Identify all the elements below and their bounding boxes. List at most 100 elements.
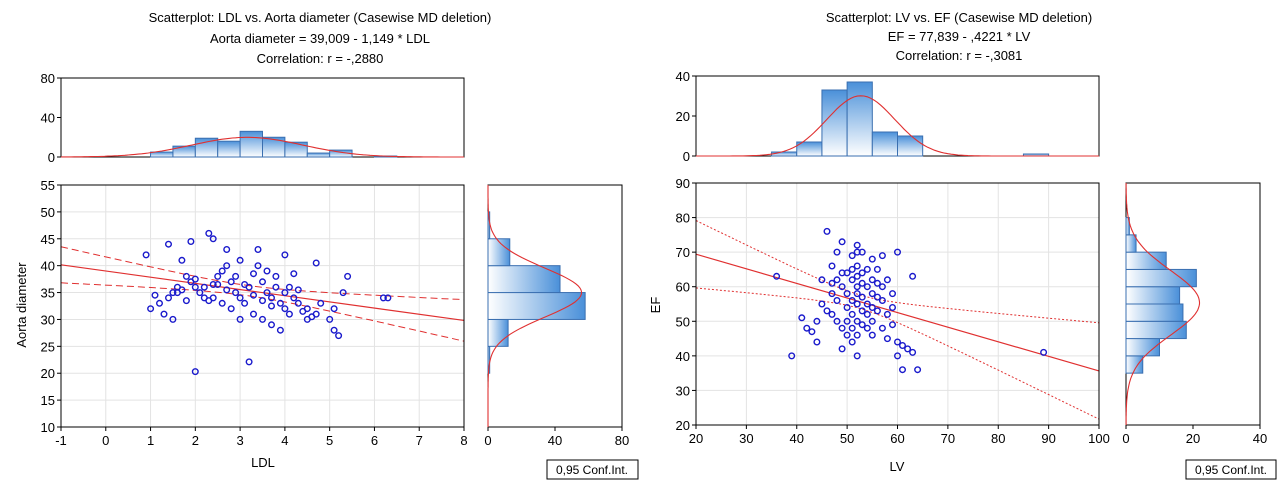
right-data-point: [858, 321, 866, 329]
right-x-tick-label: 70: [941, 431, 955, 446]
left-y-axis-label: Aorta diameter: [14, 262, 29, 348]
left-data-point: [214, 281, 222, 289]
right-top-hist-bar: [846, 81, 873, 157]
left-data-point: [223, 245, 231, 253]
left-data-point: [232, 289, 240, 297]
right-data-point: [853, 290, 861, 298]
left-data-point: [294, 286, 302, 294]
left-data-point: [276, 326, 284, 334]
right-data-point: [828, 279, 836, 287]
left-right-hist-x-tick-label: 40: [548, 433, 562, 448]
left-data-point: [178, 256, 186, 264]
left-conf-band-upper: [60, 246, 465, 301]
left-top-hist-bar: [239, 130, 264, 158]
right-data-point: [823, 307, 831, 315]
left-data-point: [169, 289, 177, 297]
right-data-point: [803, 324, 811, 332]
right-data-point: [843, 290, 851, 298]
left-data-point: [164, 240, 172, 248]
left-y-tick-label: 55: [41, 178, 55, 193]
right-data-point: [904, 345, 912, 353]
left-data-point: [290, 270, 298, 278]
left-regression-line: [60, 264, 465, 322]
right-data-point: [818, 300, 826, 308]
left-data-point: [281, 251, 289, 259]
right-data-point: [909, 348, 917, 356]
right-data-point: [838, 324, 846, 332]
left-data-point: [155, 299, 163, 307]
right-data-point: [833, 276, 841, 284]
right-data-point: [883, 335, 891, 343]
left-top-hist-normal-curve: [61, 136, 464, 158]
left-data-point: [281, 289, 289, 297]
right-data-point: [853, 262, 861, 270]
right-data-point: [914, 366, 922, 374]
right-title-line-1: Scatterplot: LV vs. EF (Casewise MD dele…: [826, 10, 1092, 25]
left-right-hist-bar: [487, 318, 509, 347]
left-data-point: [384, 294, 392, 302]
right-data-point: [813, 338, 821, 346]
left-data-point: [276, 299, 284, 307]
left-data-point: [290, 294, 298, 302]
right-top-hist-bar: [821, 89, 848, 157]
right-title-line-2: EF = 77,839 - ,4221 * LV: [888, 29, 1031, 44]
left-data-point: [236, 315, 244, 323]
left-data-point: [268, 321, 276, 329]
left-top-hist-bar: [306, 152, 331, 158]
right-right-hist-bar: [1125, 286, 1181, 305]
right-x-tick-label: 20: [689, 431, 703, 446]
right-data-point: [833, 248, 841, 256]
right-data-point: [909, 272, 917, 280]
right-right-hist-bar: [1125, 268, 1197, 288]
left-data-point: [227, 305, 235, 313]
right-conf-int-label: 0,95 Conf.Int.: [1195, 463, 1267, 477]
right-data-point: [863, 310, 871, 318]
right-data-point: [883, 310, 891, 318]
right-x-axis-label: LV: [890, 459, 905, 474]
left-data-point: [272, 283, 280, 291]
right-conf-band-upper: [695, 220, 1100, 324]
right-x-tick-label: 60: [890, 431, 904, 446]
left-data-point: [330, 326, 338, 334]
right-data-point: [838, 283, 846, 291]
right-y-tick-label: 30: [676, 383, 690, 398]
left-data-point: [268, 294, 276, 302]
right-data-point: [873, 279, 881, 287]
left-data-point: [191, 283, 199, 291]
right-data-point: [818, 276, 826, 284]
left-data-point: [227, 278, 235, 286]
left-data-point: [236, 256, 244, 264]
left-data-point: [335, 332, 343, 340]
right-title-line-3: Correlation: r = -,3081: [896, 48, 1023, 63]
left-data-point: [249, 291, 257, 299]
left-data-point: [317, 299, 325, 307]
left-y-tick-label: 45: [41, 232, 55, 247]
right-data-point: [843, 317, 851, 325]
left-data-point: [232, 272, 240, 280]
right-data-point: [848, 265, 856, 273]
left-y-tick-label: 35: [41, 286, 55, 301]
right-data-point: [894, 338, 902, 346]
right-x-tick-label: 30: [739, 431, 753, 446]
right-y-tick-label: 60: [676, 280, 690, 295]
right-data-point: [858, 269, 866, 277]
left-data-point: [249, 270, 257, 278]
left-data-point: [218, 299, 226, 307]
right-data-point: [889, 290, 897, 298]
right-data-point: [788, 352, 796, 360]
right-data-point: [863, 324, 871, 332]
right-data-point: [833, 297, 841, 305]
right-data-point: [873, 265, 881, 273]
left-data-point: [281, 305, 289, 313]
left-data-point: [285, 283, 293, 291]
left-x-tick-label: 3: [236, 433, 243, 448]
right-top-hist-y-tick-label: 20: [676, 109, 690, 124]
right-data-point: [848, 252, 856, 260]
right-data-point: [868, 317, 876, 325]
right-data-point: [853, 317, 861, 325]
left-data-point: [182, 297, 190, 305]
right-scatterplot-panel: Scatterplot: LV vs. EF (Casewise MD dele…: [648, 10, 1277, 480]
right-data-point: [773, 272, 781, 280]
right-right-hist-normal-curve: [1125, 183, 1201, 425]
left-top-hist-y-tick-label: 40: [41, 111, 55, 126]
